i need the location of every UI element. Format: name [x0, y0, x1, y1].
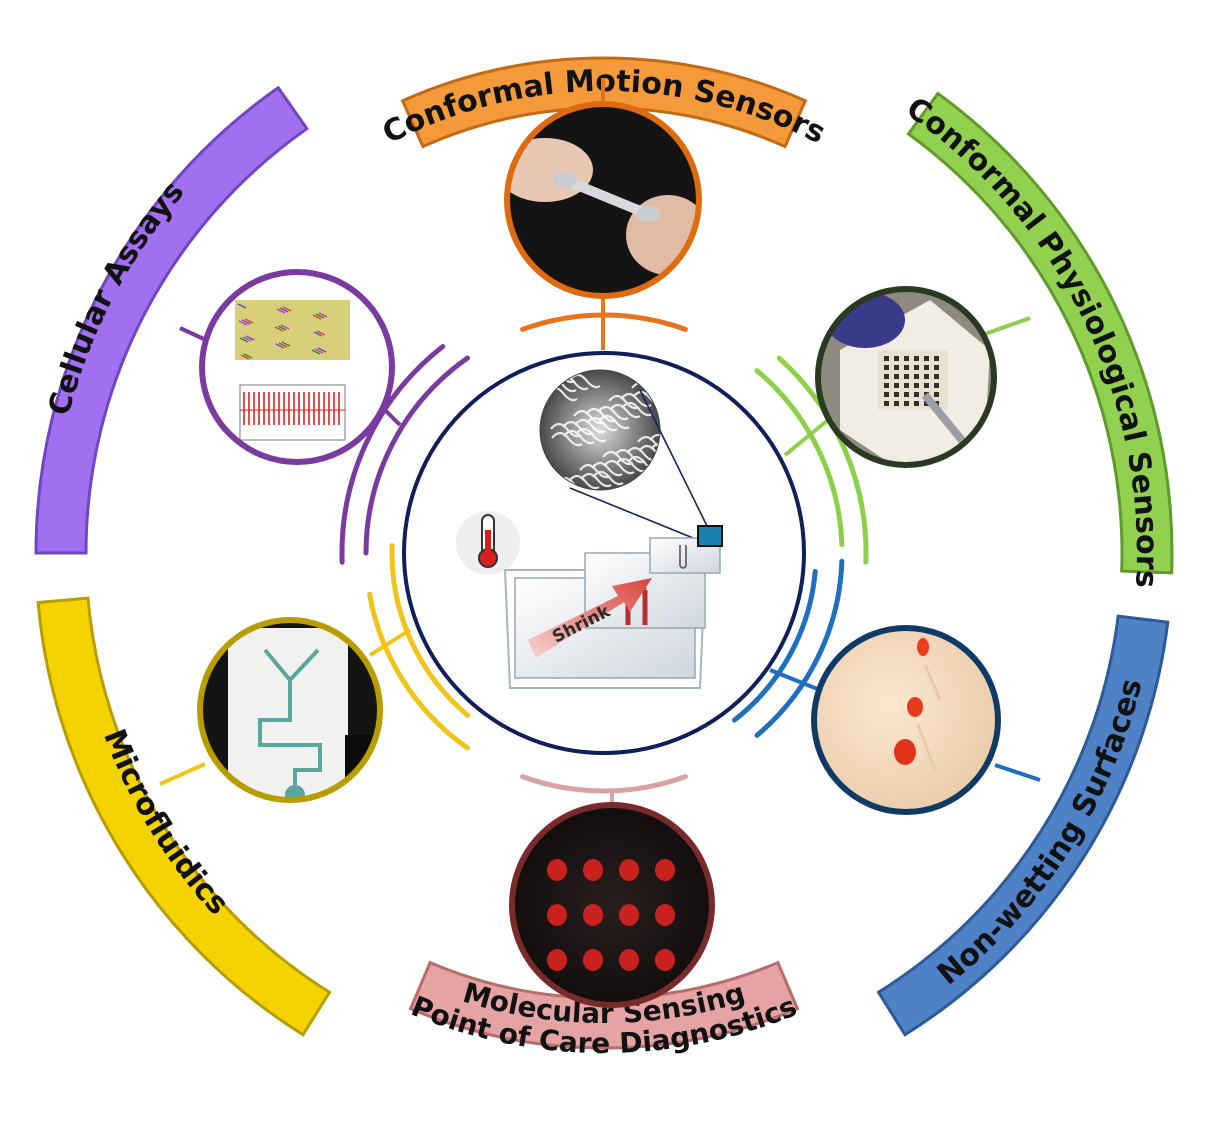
photo-molecular-sensing [509, 802, 715, 1008]
central-circle-outline [402, 351, 806, 755]
inner-arc-nonwetting-3 [754, 558, 845, 738]
inner-arc-cellular-9 [339, 344, 446, 565]
photo-microfluidics [197, 617, 383, 803]
sem-micrograph [539, 369, 711, 541]
band-physio [906, 91, 1174, 575]
inner-arc-nonwetting-4 [732, 568, 818, 723]
thermometer-icon [456, 511, 520, 575]
band-nonwetting [876, 614, 1170, 1037]
photo-motion-sensor [504, 101, 702, 299]
inner-arc-physio-1 [754, 368, 845, 548]
photo-cellular-assay [199, 269, 395, 465]
photo-physiological-sensor [815, 286, 997, 468]
inner-arc-cellular-8 [363, 355, 470, 556]
inner-arc-micro-7 [389, 543, 471, 718]
inner-arc-ring [339, 312, 869, 794]
inner-arc-molecular-5 [520, 774, 688, 794]
label-cellular: Cellular Assays [42, 175, 191, 419]
shrink-process-illustration: Shrink [503, 525, 723, 689]
inner-arc-physio-2 [776, 355, 869, 565]
band-cellular [34, 85, 309, 555]
band-micro [36, 596, 332, 1037]
photo-non-wetting [811, 625, 1001, 815]
inner-arc-micro-6 [367, 591, 470, 751]
